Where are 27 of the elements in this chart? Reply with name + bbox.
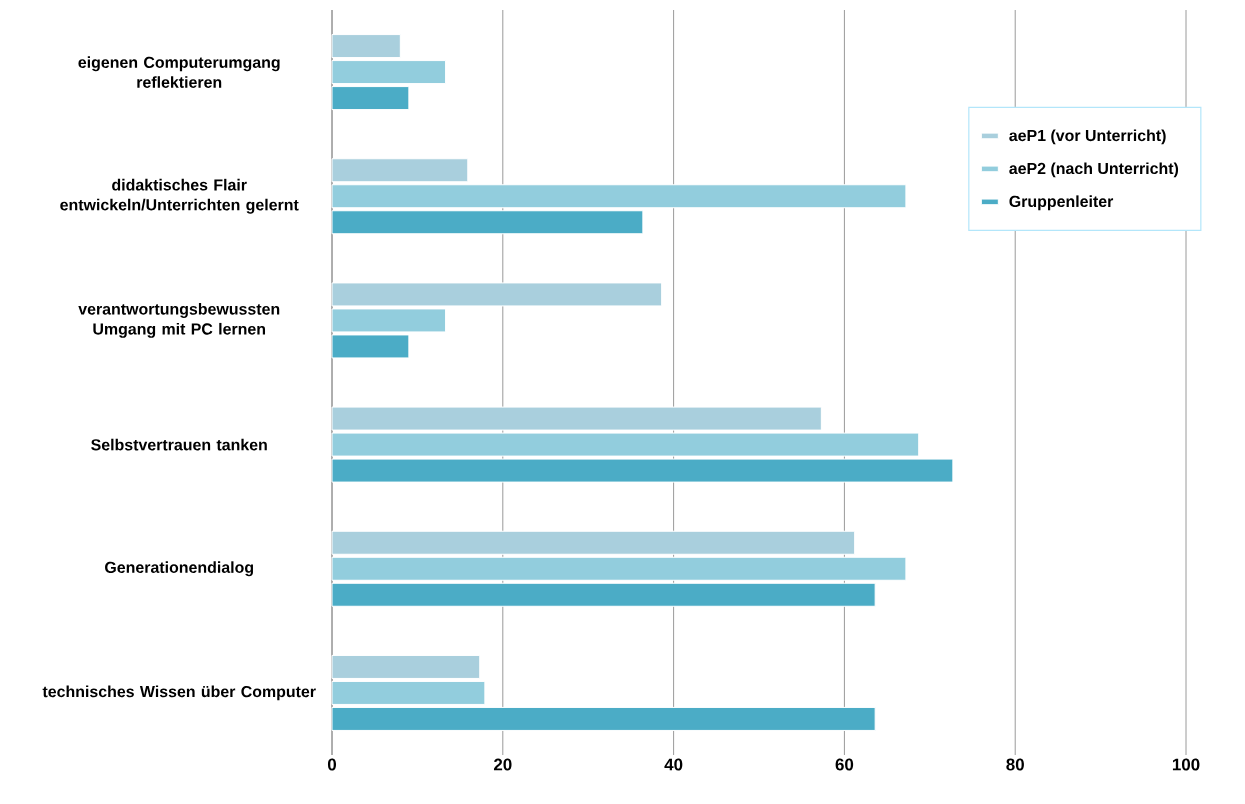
x-tick-label: 80 — [1006, 758, 1024, 771]
x-tick-label: 0 — [327, 758, 337, 771]
bar — [331, 556, 907, 581]
y-tick-label: verantwortungsbewussten Umgang mit PC lernen — [78, 303, 280, 338]
x-tick-label: 20 — [493, 758, 512, 771]
y-tick-label: technisches Wissen über Computer — [42, 685, 316, 701]
bar — [331, 184, 907, 209]
x-tick-label: 60 — [835, 758, 854, 771]
bar — [331, 158, 469, 183]
bar — [331, 582, 876, 607]
legend-label: Gruppenleiter — [1009, 195, 1114, 211]
bar — [331, 34, 401, 59]
bar — [331, 60, 447, 85]
bar — [331, 706, 876, 731]
y-tick-label: Generationendialog — [105, 561, 254, 577]
legend-label: aeP2 (nach Unterricht) — [1009, 162, 1179, 178]
x-tick-label: 100 — [1172, 758, 1200, 771]
bar — [331, 654, 481, 679]
legend-label: aeP1 (vor Unterricht) — [1009, 129, 1166, 145]
y-tick-label: Selbstvertrauen tanken — [91, 438, 267, 451]
y-tick-label: didaktisches Flair entwickeln/Unterrichten gelernt — [60, 178, 299, 214]
y-tick-label: eigenen Computerumgang reflektieren — [78, 56, 280, 88]
bar — [331, 86, 410, 111]
x-tick-label: 40 — [664, 758, 683, 771]
bar — [331, 210, 644, 235]
bar — [331, 680, 486, 705]
bar — [331, 530, 856, 555]
